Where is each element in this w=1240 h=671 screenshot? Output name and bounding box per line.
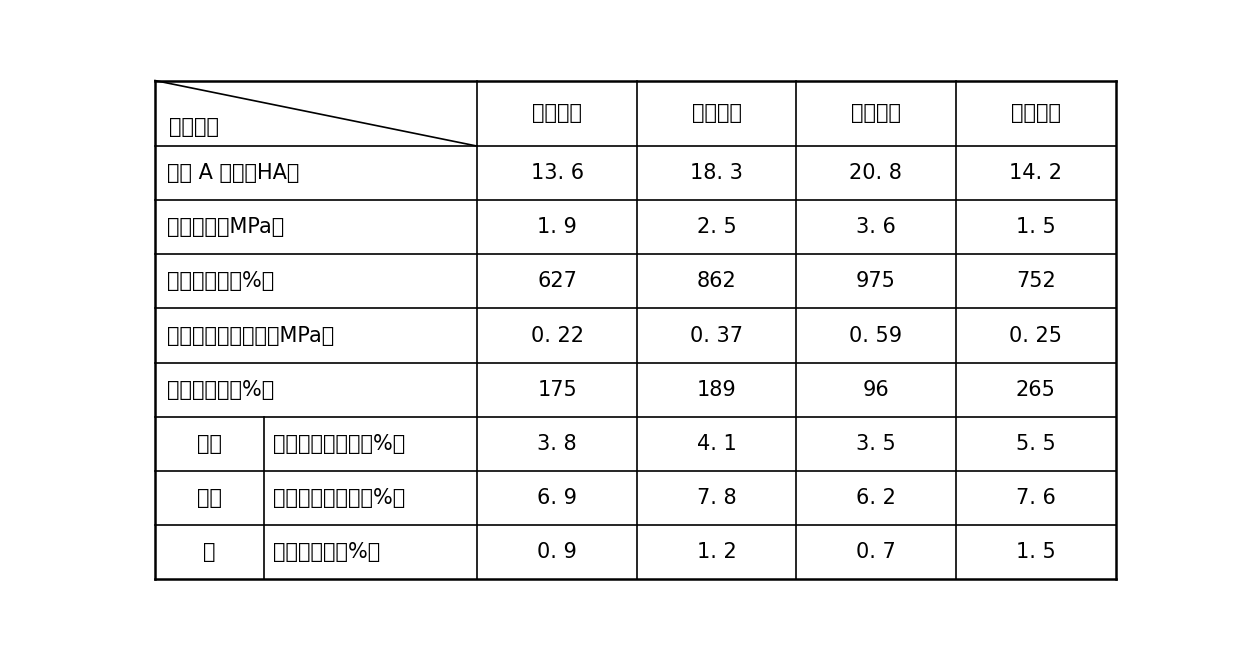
Text: 752: 752 <box>1016 271 1055 291</box>
Text: 96: 96 <box>862 380 889 400</box>
Text: 气老: 气老 <box>197 488 222 508</box>
Text: 邵尔 A 硬度（HA）: 邵尔 A 硬度（HA） <box>166 163 299 183</box>
Text: 实施例四: 实施例四 <box>1011 103 1060 123</box>
Text: 13. 6: 13. 6 <box>531 163 584 183</box>
Text: 1. 5: 1. 5 <box>1016 542 1055 562</box>
Text: 1. 5: 1. 5 <box>1016 217 1055 238</box>
Text: 拉伸强度变化率（%）: 拉伸强度变化率（%） <box>273 433 405 454</box>
Text: 3. 5: 3. 5 <box>856 433 895 454</box>
Text: 3. 6: 3. 6 <box>856 217 895 238</box>
Text: 6. 2: 6. 2 <box>856 488 895 508</box>
Text: 7. 8: 7. 8 <box>697 488 737 508</box>
Text: 热空: 热空 <box>197 433 222 454</box>
Text: 断裂伸长变化率（%）: 断裂伸长变化率（%） <box>273 488 405 508</box>
Text: 862: 862 <box>697 271 737 291</box>
Text: 0. 22: 0. 22 <box>531 325 584 346</box>
Text: 断裂伸长率（%）: 断裂伸长率（%） <box>166 271 274 291</box>
Text: 化: 化 <box>203 542 216 562</box>
Text: 0. 59: 0. 59 <box>849 325 903 346</box>
Text: 0. 25: 0. 25 <box>1009 325 1063 346</box>
Text: 2. 5: 2. 5 <box>697 217 737 238</box>
Text: 1. 9: 1. 9 <box>537 217 577 238</box>
Text: 3. 8: 3. 8 <box>537 433 577 454</box>
Text: 18. 3: 18. 3 <box>691 163 743 183</box>
Text: 性能参数: 性能参数 <box>170 117 219 137</box>
Text: 20. 8: 20. 8 <box>849 163 903 183</box>
Text: 14. 2: 14. 2 <box>1009 163 1063 183</box>
Text: 175: 175 <box>537 380 577 400</box>
Text: 初始剪切储能模量（MPa）: 初始剪切储能模量（MPa） <box>166 325 334 346</box>
Text: 拉伸强度（MPa）: 拉伸强度（MPa） <box>166 217 284 238</box>
Text: 实施例一: 实施例一 <box>532 103 582 123</box>
Text: 975: 975 <box>856 271 895 291</box>
Text: 0. 7: 0. 7 <box>856 542 895 562</box>
Text: 4. 1: 4. 1 <box>697 433 737 454</box>
Text: 实施例三: 实施例三 <box>851 103 900 123</box>
Text: 实施例二: 实施例二 <box>692 103 742 123</box>
Text: 265: 265 <box>1016 380 1055 400</box>
Text: 189: 189 <box>697 380 737 400</box>
Text: 1. 2: 1. 2 <box>697 542 737 562</box>
Text: 磁流变效应（%）: 磁流变效应（%） <box>166 380 274 400</box>
Text: 0. 9: 0. 9 <box>537 542 577 562</box>
Text: 7. 6: 7. 6 <box>1016 488 1055 508</box>
Text: 6. 9: 6. 9 <box>537 488 577 508</box>
Text: 627: 627 <box>537 271 577 291</box>
Text: 0. 37: 0. 37 <box>691 325 743 346</box>
Text: 5. 5: 5. 5 <box>1016 433 1055 454</box>
Text: 硬度变化率（%）: 硬度变化率（%） <box>273 542 381 562</box>
